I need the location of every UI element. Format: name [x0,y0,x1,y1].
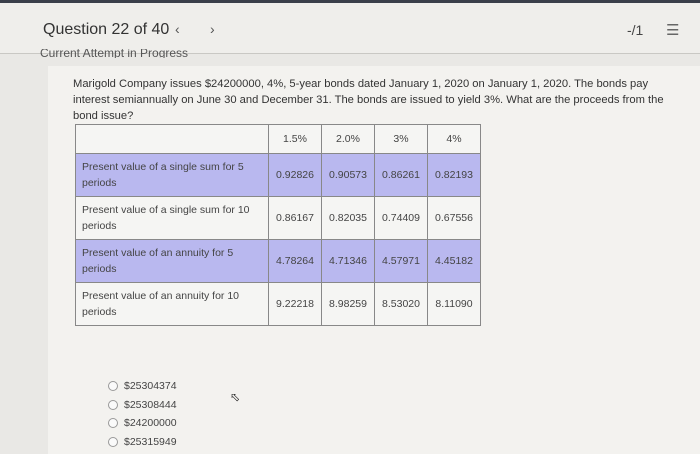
cell: 0.92826 [268,153,322,197]
question-text: Marigold Company issues $24200000, 4%, 5… [73,78,664,122]
cell: 0.86167 [268,196,322,240]
table-row: Present value of a single sum for 10 per… [75,196,481,240]
column-header: 2.0% [321,124,375,154]
column-header [75,124,269,154]
list-icon[interactable]: ☰ [666,22,680,39]
cell: 9.22218 [268,282,322,326]
row-label: Present value of an annuity for 5 period… [75,239,269,283]
screen-edge [0,0,700,3]
option-label: $25308444 [124,398,177,411]
option-label: $24200000 [124,417,177,430]
cell: 4.45182 [427,239,481,283]
table-row: Present value of a single sum for 5 peri… [75,153,481,197]
question-number: Question 22 of 40 [43,21,170,38]
cell: 4.78264 [268,239,322,283]
table-header-row: 1.5% 2.0% 3% 4% [75,124,481,154]
column-header: 4% [427,124,481,154]
cell: 0.82035 [321,196,375,240]
chevron-left-icon[interactable]: ‹ [175,21,180,37]
table-row: Present value of an annuity for 10 perio… [75,282,481,326]
radio-button[interactable] [108,436,118,447]
row-label: Present value of a single sum for 5 peri… [75,153,269,197]
pv-table: 1.5% 2.0% 3% 4% Present value of a singl… [75,124,481,326]
answer-options: $25304374 $25308444 $24200000 $25315949 [108,377,177,451]
cell: 4.57971 [374,239,428,283]
cell: 0.67556 [427,196,481,240]
score: -/1 [627,22,644,38]
cell: 8.98259 [321,282,375,326]
answer-option[interactable]: $25308444 [108,396,177,415]
attempt-status: Current Attempt in Progress [40,49,189,58]
mouse-cursor-icon: ⬁ [230,390,241,404]
row-label: Present value of a single sum for 10 per… [75,196,269,240]
option-label: $25304374 [124,380,177,393]
cell: 0.82193 [427,153,481,197]
question-header: Question 22 of 40 ‹ › -/1 ☰ [0,3,700,54]
answer-option[interactable]: $24200000 [108,414,177,433]
column-header: 1.5% [268,124,322,154]
radio-button[interactable] [108,381,118,392]
column-header: 3% [374,124,428,154]
cell: 0.86261 [374,153,428,197]
cell: 8.11090 [427,282,481,326]
chevron-right-icon[interactable]: › [210,21,215,37]
cell: 0.74409 [374,196,428,240]
option-label: $25315949 [124,435,177,448]
answer-option[interactable]: $25304374 [108,377,177,396]
table-row: Present value of an annuity for 5 period… [75,239,481,283]
radio-button[interactable] [108,399,118,410]
radio-button[interactable] [108,418,118,429]
row-label: Present value of an annuity for 10 perio… [75,282,269,326]
cell: 4.71346 [321,239,375,283]
answer-option[interactable]: $25315949 [108,433,177,452]
cell: 8.53020 [374,282,428,326]
cell: 0.90573 [321,153,375,197]
